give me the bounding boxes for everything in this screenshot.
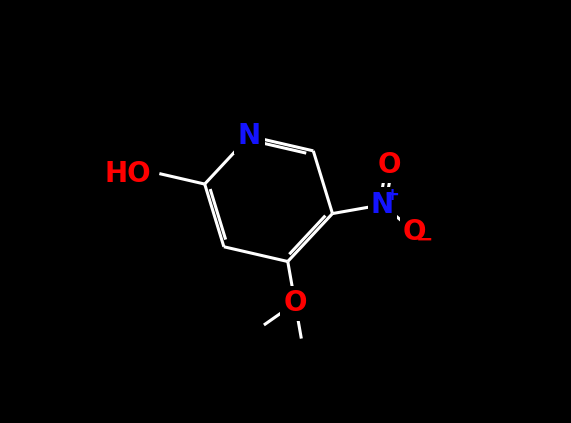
Text: O: O xyxy=(403,218,427,246)
Text: HO: HO xyxy=(104,159,151,187)
Text: N: N xyxy=(371,191,394,219)
Text: +: + xyxy=(384,187,399,204)
Text: O: O xyxy=(377,151,401,179)
Text: −: − xyxy=(416,230,433,250)
Text: O: O xyxy=(283,289,307,317)
Text: N: N xyxy=(238,122,261,150)
